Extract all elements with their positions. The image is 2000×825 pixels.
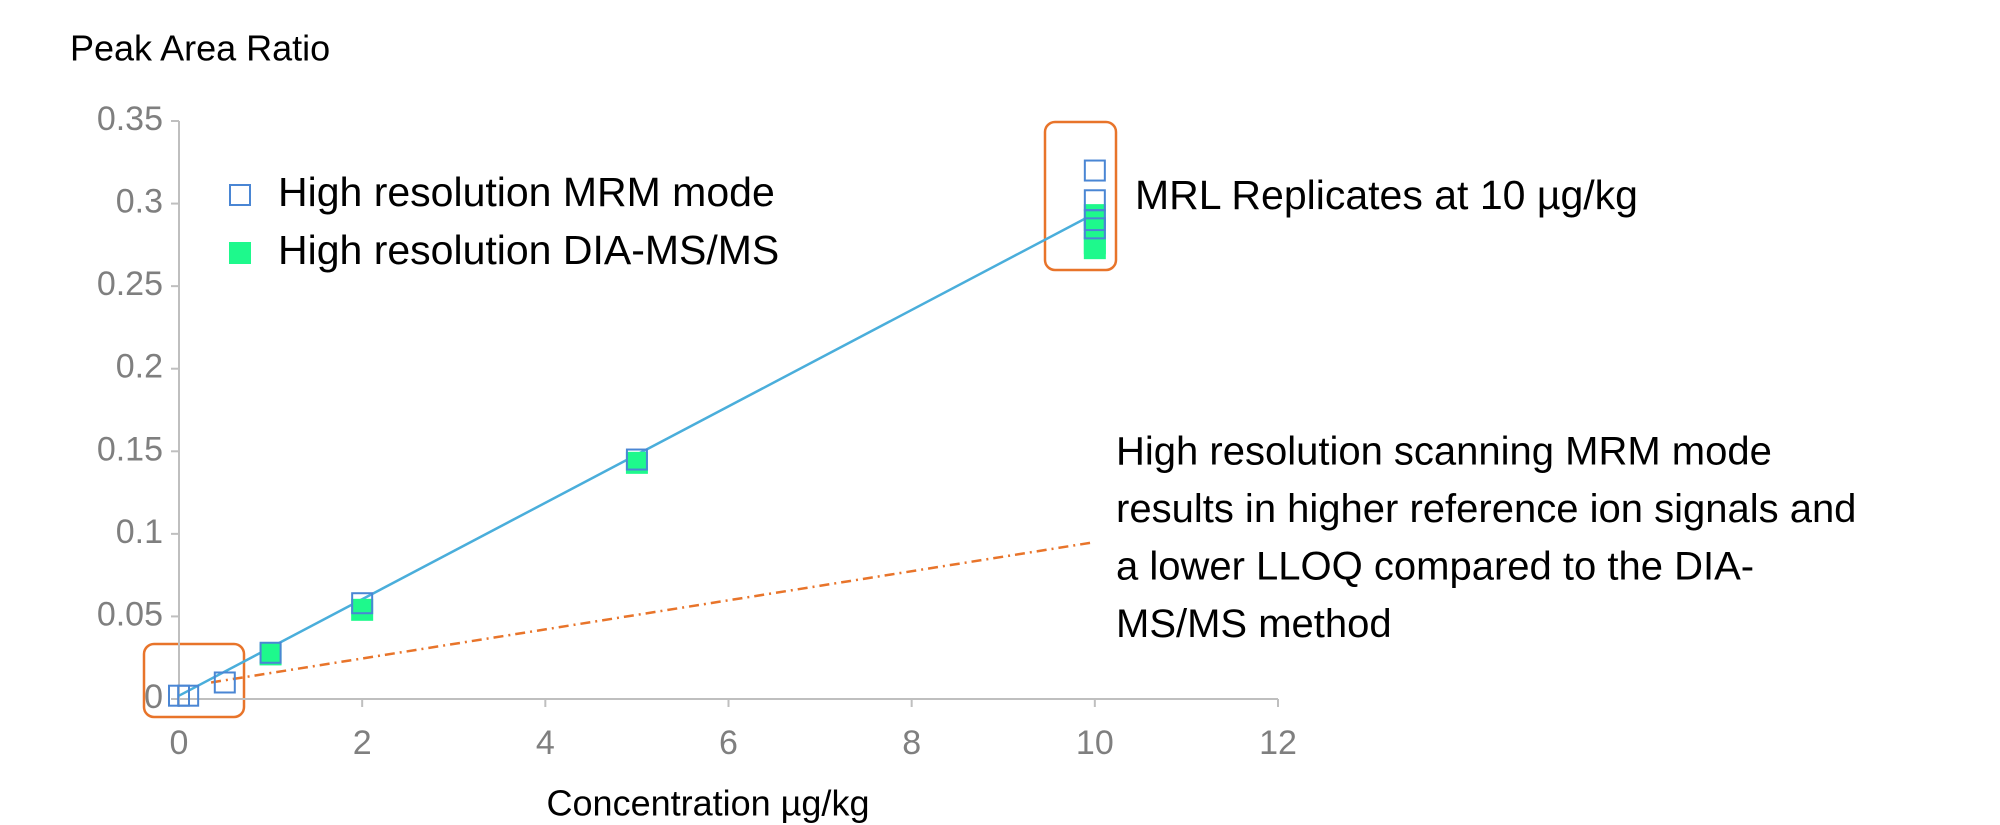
y-tick-label: 0.35 [97,100,163,138]
marker [177,684,200,707]
y-tick-label: 0 [144,678,163,716]
y-tick-label: 0.1 [116,513,163,551]
annotation-line: results in higher reference ion signals … [1116,487,1856,531]
marker [351,598,374,621]
y-tick-label: 0.15 [97,430,163,468]
x-tick-label: 12 [1259,724,1297,762]
annotation-line: MS/MS method [1116,602,1392,646]
marker [625,448,648,471]
x-tick-label: 0 [170,724,189,762]
legend-label: High resolution DIA-MS/MS [278,227,779,273]
y-tick-label: 0.3 [116,183,163,221]
x-tick-label: 10 [1076,724,1114,762]
x-tick-label: 8 [902,724,921,762]
legend-label: High resolution MRM mode [278,169,775,215]
marker [259,641,282,664]
highlight-box [1043,120,1118,272]
marker [1083,217,1106,240]
y-tick-label: 0.2 [116,348,163,386]
marker [213,671,236,694]
highlight-box [142,642,246,719]
y-tick-label: 0.25 [97,265,163,303]
marker [351,592,374,615]
marker [259,643,282,666]
annotation-line: High resolution scanning MRM mode [1116,430,1772,474]
x-tick-label: 2 [353,724,372,762]
y-tick-label: 0.05 [97,595,163,633]
annotation-line: a lower LLOQ compared to the DIA- [1116,545,1754,589]
marker [1083,159,1106,182]
legend-marker [229,184,251,206]
marker [1083,237,1106,260]
trend-line [210,540,1096,684]
y-axis-label: Peak Area Ratio [70,28,330,69]
annotation-note: High resolution scanning MRM mode results… [1116,430,1856,647]
x-tick-label: 4 [536,724,555,762]
x-axis-label: Concentration µg/kg [547,783,870,824]
annotation: MRL Replicates at 10 µg/kg [1135,172,1638,218]
legend-marker [229,242,251,264]
x-tick-label: 6 [719,724,738,762]
